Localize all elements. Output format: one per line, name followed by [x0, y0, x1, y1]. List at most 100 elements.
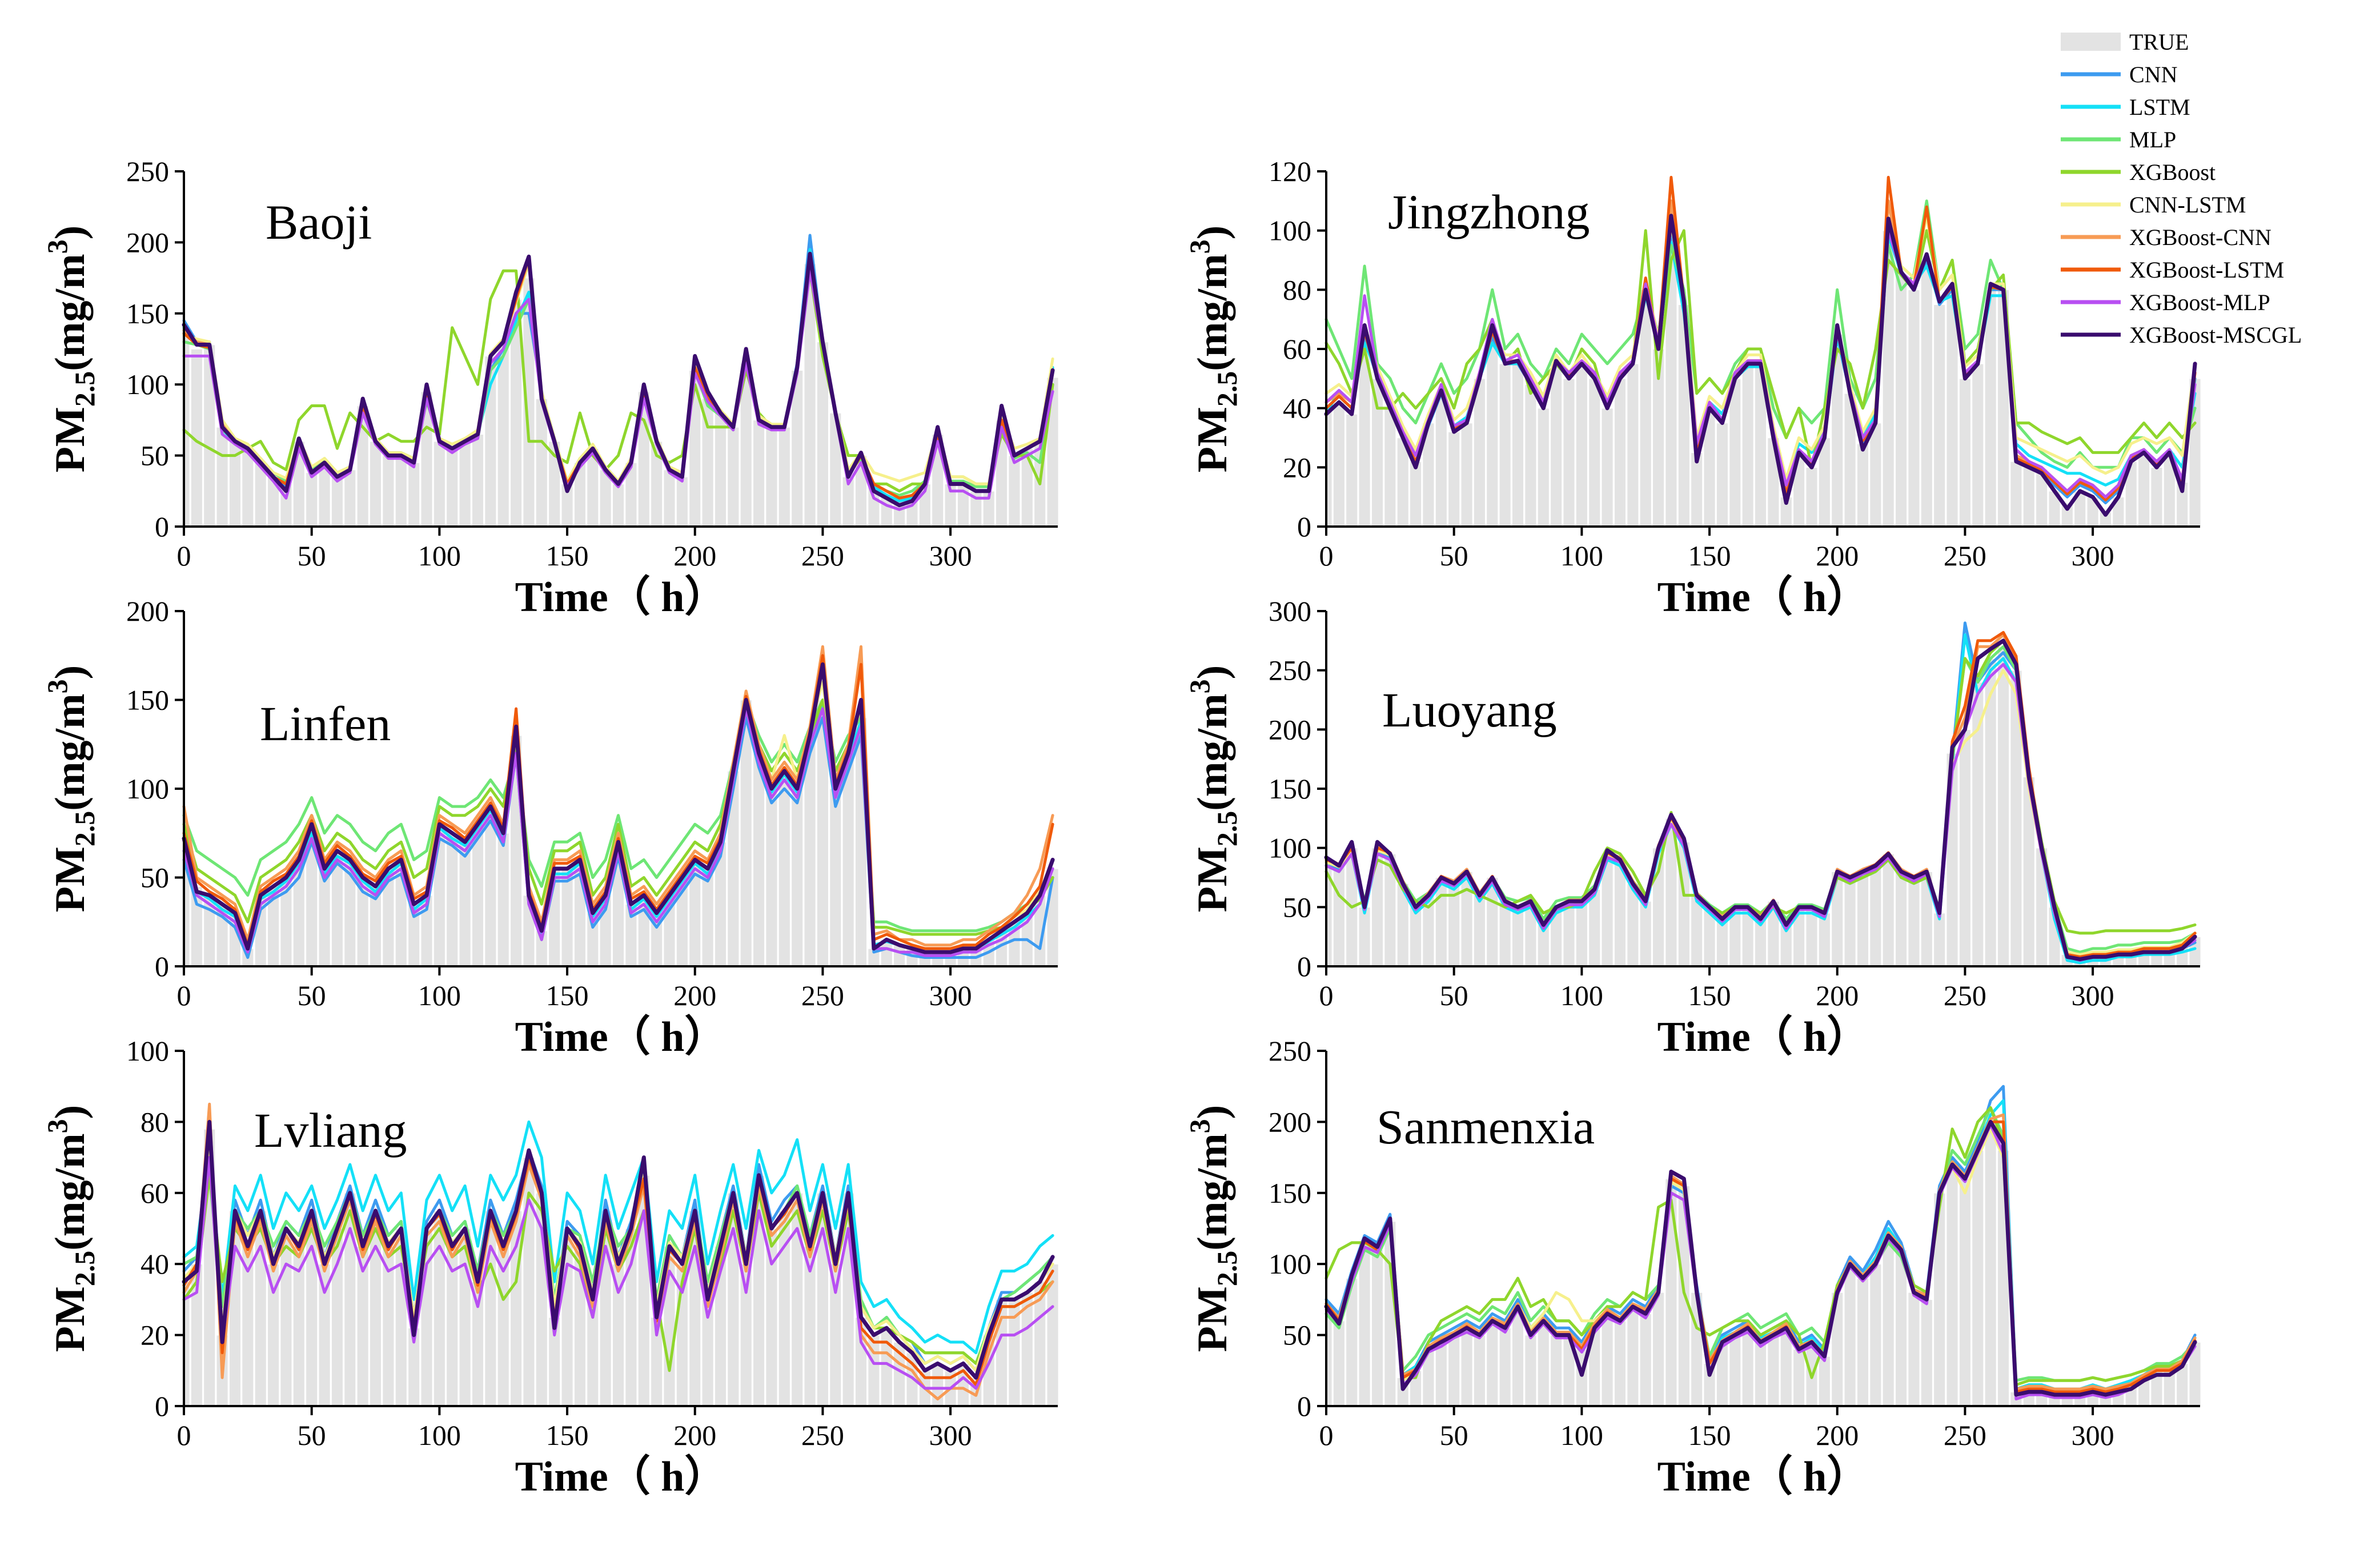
truth-bar	[701, 868, 715, 967]
y-tick-label: 250	[1269, 654, 1311, 686]
truth-bar	[1524, 384, 1537, 527]
y-label-main: PM	[47, 846, 94, 912]
x-axis-label: Time（ h）	[1657, 574, 1869, 621]
y-tick-label: 80	[1283, 274, 1311, 306]
truth-bar	[663, 469, 676, 527]
legend-item-xgboost-lstm: XGBoost-LSTM	[2061, 257, 2284, 283]
truth-bar	[369, 440, 382, 527]
legend-item-xgboost-cnn: XGBoost-CNN	[2061, 224, 2271, 250]
truth-bar	[790, 788, 804, 967]
legend-item-xgboost-mscgl: XGBoost-MSCGL	[2061, 322, 2302, 348]
legend-label: CNN	[2129, 62, 2177, 87]
series-line-xgboost	[182, 269, 1054, 493]
truth-bar	[1958, 378, 1972, 527]
chart-title: Jingzhong	[1388, 184, 1590, 239]
truth-bar	[331, 476, 344, 527]
truth-bar	[1409, 906, 1422, 967]
x-tick-label: 300	[929, 540, 972, 572]
truth-bar	[241, 448, 254, 527]
truth-bar	[1626, 363, 1639, 527]
y-label-unit: (mg/m	[1189, 254, 1236, 371]
chart-baoji: 0 50 100 150 200 250 300 0 50 100 150 200 250 Baoji Ti…	[41, 155, 1059, 621]
x-tick-label: 150	[1688, 1419, 1731, 1451]
legend-item-xgboost: XGBoost	[2061, 159, 2216, 185]
legend-label: LSTM	[2129, 94, 2190, 120]
truth-bar	[829, 788, 842, 967]
truth-bar	[1562, 378, 1576, 527]
chart-sanmenxia: 0 50 100 150 200 250 300 0 50 100 150 200 250 Sanmenx…	[1183, 1035, 2202, 1500]
truth-bar	[1933, 304, 1946, 527]
truth-bar	[1601, 1313, 1614, 1407]
x-tick-label: 100	[1560, 979, 1603, 1011]
legend-label: XGBoost-CNN	[2129, 224, 2271, 250]
y-label-superscript: 3	[1183, 679, 1215, 693]
truth-bar	[433, 440, 446, 527]
truth-bar	[1511, 906, 1524, 967]
series-line-xgboost-lstm	[182, 654, 1054, 950]
truth-bar	[1447, 1334, 1460, 1407]
truth-bar	[1741, 363, 1755, 527]
truth-bar	[1460, 1327, 1474, 1407]
y-axis-label: PM2.5(mg/m3)	[41, 665, 101, 913]
truth-bar	[2150, 467, 2163, 527]
truth-bar	[1792, 1348, 1805, 1407]
series-line-xgboost	[1325, 1106, 2197, 1387]
x-tick-label: 0	[177, 540, 191, 572]
y-label-superscript: 3	[41, 679, 73, 693]
truth-bar	[1716, 422, 1729, 527]
truth-bar	[1844, 1263, 1857, 1407]
legend-swatch	[2061, 33, 2121, 51]
y-label-unit: (mg/m	[1189, 693, 1236, 811]
y-tick-label: 40	[1283, 392, 1311, 424]
x-tick-label: 200	[673, 1419, 716, 1451]
truth-bar	[1371, 1249, 1384, 1407]
truth-bars	[183, 1129, 1059, 1407]
truth-bar	[1997, 646, 2010, 967]
y-tick-label: 150	[1269, 773, 1311, 805]
series-line-xgboost-mlp	[182, 269, 1054, 511]
y-tick-label: 100	[1269, 832, 1311, 864]
truth-bar	[1933, 912, 1946, 967]
truth-bar	[1895, 871, 1908, 967]
y-label-subscript: 2.5	[69, 1251, 101, 1287]
legend-item-lstm: LSTM	[2061, 94, 2190, 120]
truth-bar	[1920, 1299, 1933, 1407]
truth-bar	[382, 455, 395, 527]
y-label-main: PM	[1189, 1286, 1236, 1352]
truth-bar	[1639, 901, 1652, 967]
y-tick-label: 0	[155, 511, 169, 543]
x-tick-label: 50	[1440, 1419, 1468, 1451]
truth-bar	[1473, 378, 1486, 527]
truth-bar	[1358, 1242, 1371, 1407]
legend-item-xgboost-mlp: XGBoost-MLP	[2061, 290, 2270, 315]
truth-bar	[1371, 378, 1384, 527]
y-label-superscript: 3	[1183, 1119, 1215, 1133]
truth-bar	[1690, 452, 1703, 527]
truth-bar	[752, 753, 765, 967]
legend-label: TRUE	[2129, 29, 2189, 55]
x-tick-label: 150	[546, 1419, 589, 1451]
series-lines	[1324, 175, 2197, 517]
truth-bar	[1971, 363, 1984, 527]
x-tick-label: 150	[1688, 540, 1731, 572]
x-tick-label: 200	[673, 979, 716, 1011]
x-tick-label: 50	[1440, 979, 1468, 1011]
truth-bar	[1333, 1320, 1346, 1407]
series-line-lstm	[182, 1120, 1054, 1355]
truth-bar	[1844, 877, 1857, 967]
truth-bar	[1869, 1263, 1882, 1407]
y-label-unit: (mg/m	[47, 693, 94, 811]
y-label-main: PM	[47, 407, 94, 472]
y-tick-label: 0	[155, 950, 169, 982]
y-tick-label: 120	[1269, 155, 1311, 187]
chart-linfen: 0 50 100 150 200 250 300 0 50 100 150 200 Linfen Time…	[41, 595, 1059, 1061]
truth-bar	[1958, 729, 1972, 967]
y-tick-label: 100	[126, 1035, 169, 1067]
y-label-close: )	[1189, 665, 1236, 680]
legend-item-cnn: CNN	[2061, 62, 2177, 87]
truth-bar	[1920, 259, 1933, 527]
legend-label: MLP	[2129, 127, 2176, 152]
y-tick-label: 300	[1269, 595, 1311, 627]
y-label-main: PM	[1189, 407, 1236, 472]
x-tick-label: 50	[1440, 540, 1468, 572]
